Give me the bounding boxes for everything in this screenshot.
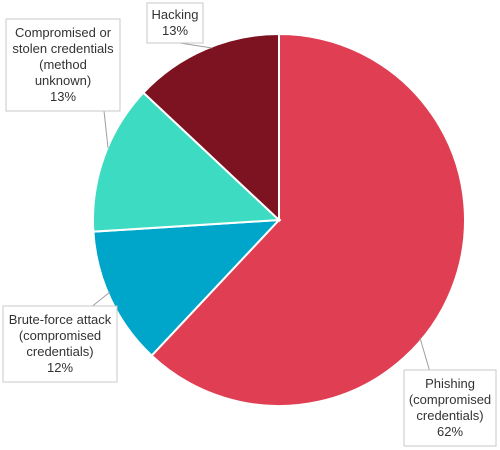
data-label-line: Compromised or	[15, 25, 112, 40]
pie-slice-1[interactable]	[92, 218, 282, 358]
data-label-value: 13%	[162, 23, 188, 38]
leader-line-0	[419, 337, 431, 373]
data-label-line: Phishing	[425, 376, 475, 391]
pie-slices	[92, 32, 466, 407]
data-label-line: (compromised	[19, 328, 101, 343]
data-label-value: 13%	[50, 89, 76, 104]
data-label-line: unknown)	[35, 73, 91, 88]
data-label-0: Phishing (compromised credentials) 62%	[409, 376, 491, 439]
data-label-1: Brute-force attack (compromised credential…	[9, 312, 112, 375]
data-label-box-3	[146, 2, 204, 44]
data-label-box-2	[5, 18, 121, 112]
pie-labels: Phishing (compromised credentials) 62%Brute…	[2, 2, 497, 447]
leader-line-2	[103, 110, 109, 149]
data-label-line: (compromised	[409, 392, 491, 407]
data-label-box-1	[2, 305, 118, 383]
data-label-line: stolen credentials	[12, 41, 114, 56]
leader-line-3	[179, 42, 213, 49]
pie-slice-3[interactable]	[141, 32, 280, 223]
pie-slice-2[interactable]	[92, 91, 282, 233]
data-label-line: credentials)	[26, 344, 93, 359]
data-label-line: Hacking	[152, 7, 199, 22]
data-label-2: Compromised or stolen credentials (method u…	[12, 25, 114, 104]
pie-slice-0[interactable]	[150, 32, 466, 407]
data-label-line: credentials)	[416, 408, 483, 423]
data-label-3: Hacking 13%	[152, 7, 199, 38]
data-label-value: 62%	[437, 424, 463, 439]
leader-line-1	[89, 291, 111, 309]
data-label-line: Brute-force attack	[9, 312, 112, 327]
data-label-value: 12%	[47, 360, 73, 375]
data-label-box-0	[403, 369, 497, 447]
data-label-line: (method	[39, 57, 87, 72]
